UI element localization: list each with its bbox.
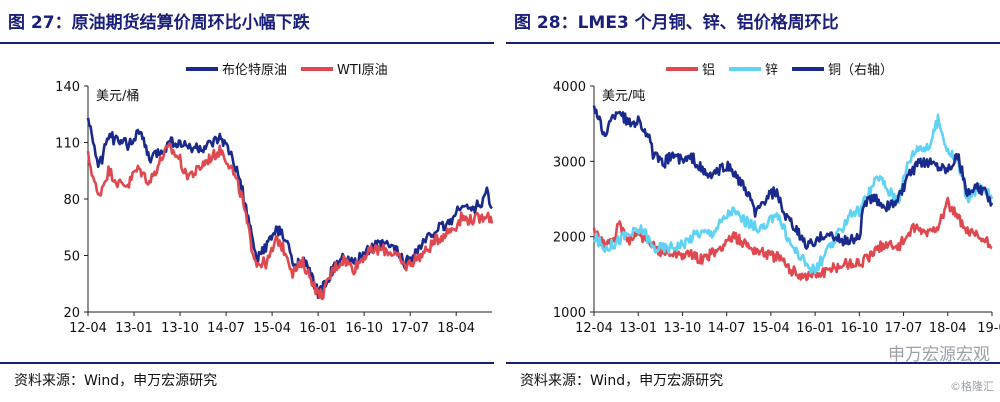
- legend-label: 锌: [765, 63, 778, 78]
- x-tick-label: 13-01: [115, 321, 153, 336]
- legend-label: 铝: [702, 63, 715, 78]
- chart-panel-crude-oil: 图 27：原油期货结算价周环比小幅下跌 20 50 80 110 140 12-04 13-…: [0, 0, 494, 402]
- lme-metals-chart: 1000 2000 3000 4000 12-04 13-01 13-10 14-07 15-0…: [553, 63, 1000, 336]
- y-tick-label: 140: [55, 80, 80, 95]
- x-tick-label: 16-10: [840, 321, 878, 336]
- chart-panel-lme-metals: 图 28：LME3 个月铜、锌、铝价格周环比 1000 2000 3000 4000 1…: [506, 0, 1000, 402]
- source-rule: [0, 362, 494, 364]
- chart-title: 图 28：LME3 个月铜、锌、铝价格周环比: [514, 13, 839, 33]
- x-tick-label: 17-07: [391, 321, 429, 336]
- y-tick-label: 110: [55, 137, 80, 152]
- legend-label: 布伦特原油: [222, 63, 287, 78]
- x-tick-label: 13-10: [161, 321, 199, 336]
- x-tick-label: 13-10: [664, 321, 702, 336]
- x-tick-label: 13-01: [619, 321, 657, 336]
- y-tick-label: 2000: [553, 231, 586, 246]
- y-tick-label: 20: [63, 306, 80, 321]
- x-tick-label: 18-04: [929, 321, 967, 336]
- x-tick-label: 12-04: [69, 321, 107, 336]
- series-line: [592, 105, 994, 250]
- series-line: [592, 196, 993, 282]
- watermark-credit: ©格隆汇: [950, 380, 994, 393]
- source-note: 资料来源：Wind，申万宏源研究: [520, 373, 724, 389]
- y-tick-label: 50: [63, 250, 80, 265]
- legend-label: 铜（右轴）: [828, 63, 893, 78]
- x-tick-label: 16-01: [796, 321, 834, 336]
- series-line: [86, 142, 494, 301]
- series-line: [593, 113, 994, 275]
- y-tick-label: 3000: [553, 155, 586, 170]
- x-tick-label: 14-07: [708, 321, 746, 336]
- chart-title: 图 27：原油期货结算价周环比小幅下跌: [8, 13, 310, 33]
- title-rule: [0, 42, 494, 44]
- unit-label: 美元/吨: [602, 89, 645, 104]
- unit-label: 美元/桶: [96, 89, 139, 104]
- legend-label: WTI原油: [337, 63, 388, 78]
- x-tick-label: 18-04: [437, 321, 475, 336]
- y-tick-label: 4000: [553, 80, 586, 95]
- crude-oil-chart: 20 50 80 110 140 12-04 13-01 13-10 14-07 15-04 16-…: [55, 63, 494, 336]
- x-tick-label: 16-01: [299, 321, 337, 336]
- x-tick-label: 12-04: [575, 321, 613, 336]
- x-tick-label: 16-10: [345, 321, 383, 336]
- title-rule: [506, 42, 1000, 44]
- x-tick-label: 17-07: [885, 321, 923, 336]
- source-rule: [506, 362, 1000, 364]
- x-tick-label: 19-0: [977, 321, 1000, 336]
- x-tick-label: 15-04: [253, 321, 291, 336]
- watermark-text: 申万宏源宏观: [888, 345, 990, 365]
- x-tick-label: 14-07: [207, 321, 245, 336]
- y-tick-label: 80: [63, 193, 80, 208]
- series-line: [86, 117, 493, 300]
- y-tick-label: 1000: [553, 306, 586, 321]
- source-note: 资料来源：Wind，申万宏源研究: [14, 373, 218, 389]
- x-tick-label: 15-04: [752, 321, 790, 336]
